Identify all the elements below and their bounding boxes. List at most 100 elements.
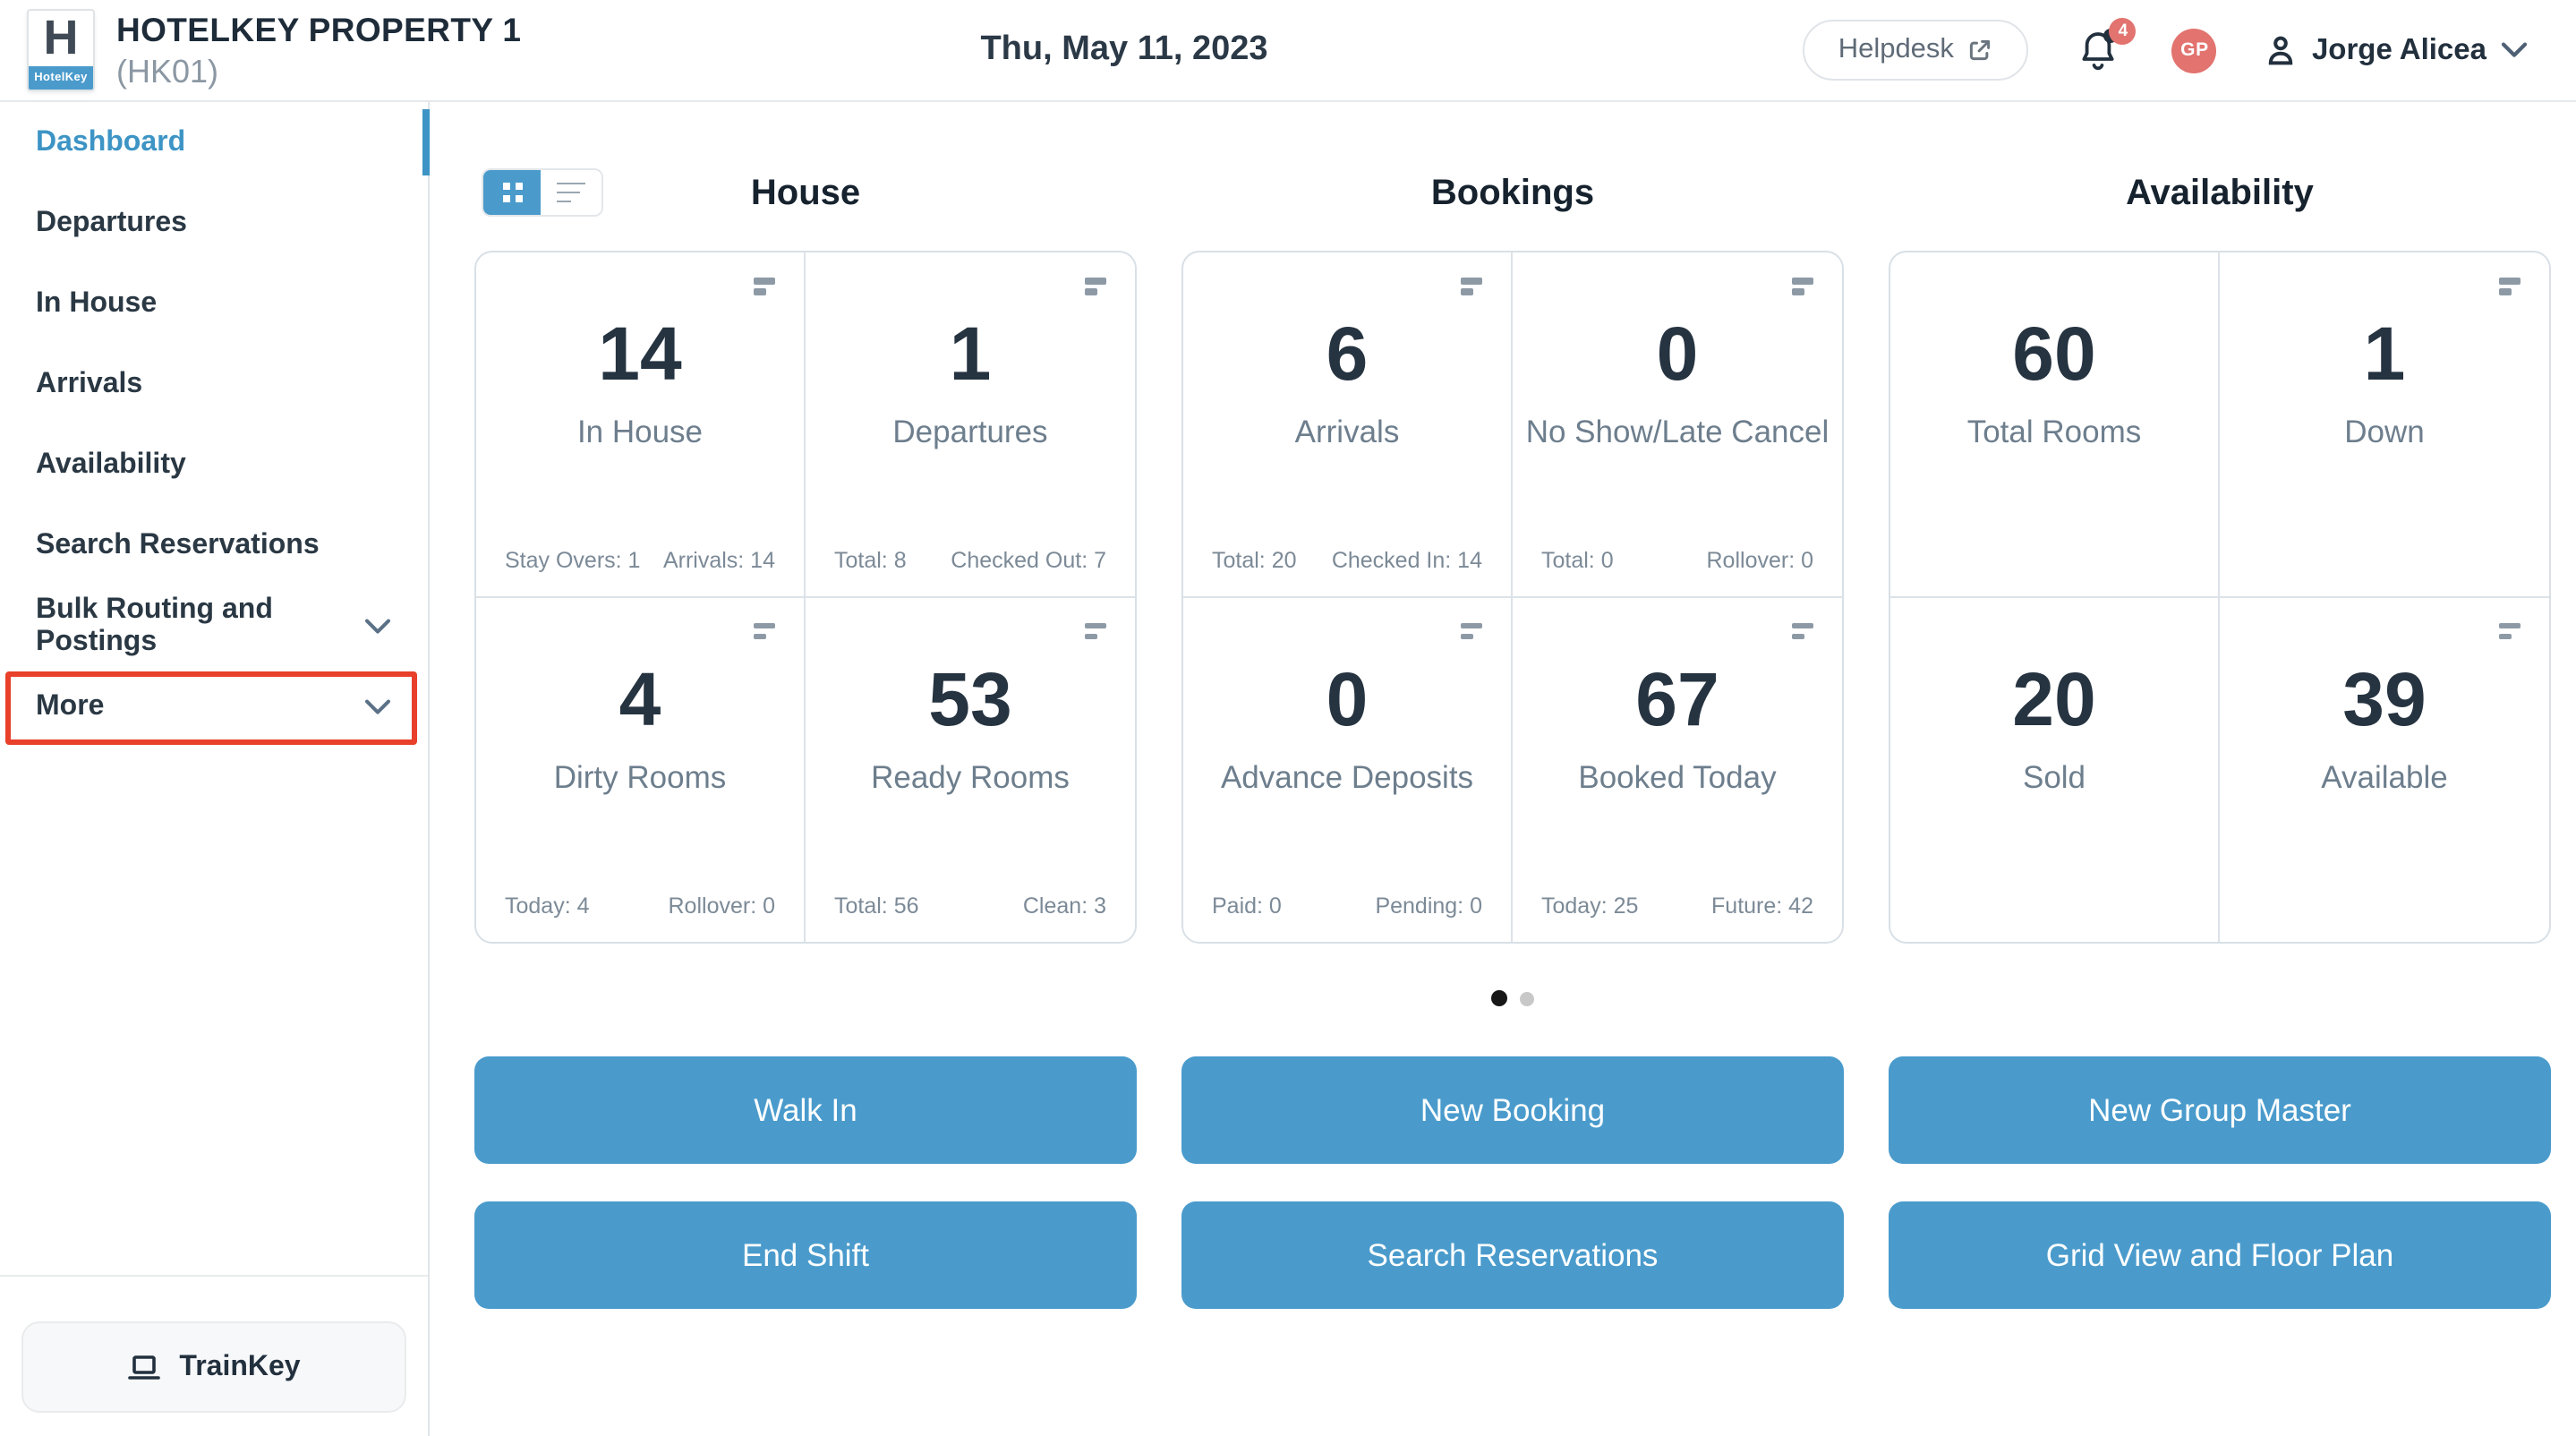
card-menu-icon[interactable] xyxy=(1792,278,1813,295)
stat-label: Advance Deposits xyxy=(1220,758,1474,794)
stat-value: 0 xyxy=(1656,312,1699,396)
sidebar-nav: Dashboard Departures In House Arrivals A… xyxy=(0,102,430,747)
sidebar-item-label: Availability xyxy=(36,449,186,479)
list-view-button[interactable] xyxy=(541,170,601,215)
stat-left: Total: 0 xyxy=(1541,547,1614,572)
sidebar: Dashboard Departures In House Arrivals A… xyxy=(0,102,430,1436)
section-titles: House Bookings Availability xyxy=(474,174,2551,215)
stat-card-booked-today[interactable]: 67 Booked Today Today: 25 Future: 42 xyxy=(1513,597,1842,942)
stat-card-down[interactable]: 1 Down xyxy=(2220,252,2549,597)
card-menu-icon[interactable] xyxy=(1085,278,1106,295)
stat-footer: Paid: 0 Pending: 0 xyxy=(1212,893,1482,919)
sidebar-item-in-house[interactable]: In House xyxy=(0,263,428,344)
grid-view-floor-plan-button[interactable]: Grid View and Floor Plan xyxy=(1889,1201,2551,1309)
dashboard-content: House Bookings Availability 14 In House … xyxy=(430,102,2576,1436)
group-house: 14 In House Stay Overs: 1 Arrivals: 14 1… xyxy=(474,251,1137,944)
walk-in-button[interactable]: Walk In xyxy=(474,1056,1137,1164)
sidebar-footer: TrainKey xyxy=(0,1275,428,1436)
stat-card-available[interactable]: 39 Available xyxy=(2220,597,2549,942)
avatar[interactable]: GP xyxy=(2171,28,2217,73)
stat-card-ready-rooms[interactable]: 53 Ready Rooms Total: 56 Clean: 3 xyxy=(806,597,1135,942)
trainkey-button[interactable]: TrainKey xyxy=(21,1321,406,1413)
stat-footer: Total: 20 Checked In: 14 xyxy=(1212,547,1482,572)
stat-right: Checked Out: 7 xyxy=(951,547,1106,572)
stat-card-dirty-rooms[interactable]: 4 Dirty Rooms Today: 4 Rollover: 0 xyxy=(476,597,806,942)
stat-card-arrivals[interactable]: 6 Arrivals Total: 20 Checked In: 14 xyxy=(1183,252,1513,597)
user-menu[interactable]: Jorge Alicea xyxy=(2265,33,2528,67)
stat-label: Arrivals xyxy=(1294,414,1400,449)
stat-card-total-rooms[interactable]: 60 Total Rooms xyxy=(1890,252,2220,597)
sidebar-item-label: Search Reservations xyxy=(36,529,320,560)
carousel-dot-2[interactable] xyxy=(1520,991,1534,1005)
card-menu-icon[interactable] xyxy=(2499,622,2521,639)
stat-value: 20 xyxy=(2012,656,2096,740)
carousel-dot-1[interactable] xyxy=(1491,990,1507,1006)
card-menu-icon[interactable] xyxy=(754,278,775,295)
stat-card-advance-deposits[interactable]: 0 Advance Deposits Paid: 0 Pending: 0 xyxy=(1183,597,1513,942)
property-code: (HK01) xyxy=(116,53,219,89)
sidebar-item-label: Arrivals xyxy=(36,368,143,398)
stat-right: Rollover: 0 xyxy=(668,893,776,919)
sidebar-item-dashboard[interactable]: Dashboard xyxy=(0,102,430,183)
group-availability: 60 Total Rooms 1 Down 20 Sold 39 Availab… xyxy=(1889,251,2551,944)
stat-footer: Today: 25 Future: 42 xyxy=(1541,893,1813,919)
chevron-down-icon xyxy=(363,617,392,635)
stat-label: Booked Today xyxy=(1578,758,1777,794)
stat-value: 14 xyxy=(598,312,682,396)
current-date: Thu, May 11, 2023 xyxy=(980,30,1268,68)
sidebar-item-availability[interactable]: Availability xyxy=(0,424,428,505)
stat-label: In House xyxy=(576,414,704,449)
laptop-icon xyxy=(127,1353,161,1381)
card-menu-icon[interactable] xyxy=(2499,278,2521,295)
card-menu-icon[interactable] xyxy=(1085,622,1106,639)
stat-footer: Stay Overs: 1 Arrivals: 14 xyxy=(505,547,775,572)
search-reservations-button[interactable]: Search Reservations xyxy=(1181,1201,1844,1309)
brand: H HotelKey HOTELKEY PROPERTY 1 (HK01) xyxy=(0,9,521,91)
helpdesk-label: Helpdesk xyxy=(1838,34,1954,64)
hotelkey-logo: H HotelKey xyxy=(27,9,95,91)
stat-card-sold[interactable]: 20 Sold xyxy=(1890,597,2220,942)
new-group-master-button[interactable]: New Group Master xyxy=(1889,1056,2551,1164)
stat-card-no-show-late-cancel[interactable]: 0 No Show/Late Cancel Total: 0 Rollover:… xyxy=(1513,252,1842,597)
stat-right: Clean: 3 xyxy=(1022,893,1106,919)
view-toggle xyxy=(483,170,601,215)
logo-letter: H xyxy=(43,11,79,64)
stat-label: No Show/Late Cancel xyxy=(1525,414,1830,449)
card-menu-icon[interactable] xyxy=(1461,278,1482,295)
sidebar-item-bulk-routing-and-postings[interactable]: Bulk Routing and Postings xyxy=(0,586,428,666)
grid-icon xyxy=(502,183,522,202)
chevron-down-icon xyxy=(363,697,392,715)
section-title-availability: Availability xyxy=(2126,174,2314,213)
stat-left: Stay Overs: 1 xyxy=(505,547,641,572)
external-link-icon xyxy=(1968,38,1993,63)
grid-view-button[interactable] xyxy=(483,170,541,215)
stat-left: Total: 20 xyxy=(1212,547,1297,572)
card-menu-icon[interactable] xyxy=(1461,622,1482,639)
stat-value: 67 xyxy=(1635,656,1719,740)
card-menu-icon[interactable] xyxy=(1792,622,1813,639)
sidebar-item-label: Bulk Routing and Postings xyxy=(36,594,273,656)
sidebar-item-departures[interactable]: Departures xyxy=(0,183,428,263)
stat-label: Dirty Rooms xyxy=(553,758,727,794)
stat-left: Today: 4 xyxy=(505,893,590,919)
card-menu-icon[interactable] xyxy=(754,622,775,639)
notification-badge: 4 xyxy=(2109,18,2137,45)
helpdesk-button[interactable]: Helpdesk xyxy=(1802,20,2029,81)
sidebar-item-search-reservations[interactable]: Search Reservations xyxy=(0,505,428,586)
stat-right: Arrivals: 14 xyxy=(662,547,775,572)
stat-card-in-house[interactable]: 14 In House Stay Overs: 1 Arrivals: 14 xyxy=(476,252,806,597)
stat-label: Available xyxy=(2321,758,2448,794)
new-booking-button[interactable]: New Booking xyxy=(1181,1056,1844,1164)
sidebar-item-more[interactable]: More xyxy=(0,666,428,747)
stat-card-departures[interactable]: 1 Departures Total: 8 Checked Out: 7 xyxy=(806,252,1135,597)
end-shift-button[interactable]: End Shift xyxy=(474,1201,1137,1309)
stat-value: 4 xyxy=(618,656,661,740)
notifications-button[interactable]: 4 xyxy=(2077,18,2137,73)
stat-value: 1 xyxy=(2363,312,2406,396)
group-bookings: 6 Arrivals Total: 20 Checked In: 14 0 No… xyxy=(1181,251,1844,944)
chevron-down-icon xyxy=(2501,41,2528,59)
sidebar-item-arrivals[interactable]: Arrivals xyxy=(0,344,428,424)
stat-value: 53 xyxy=(928,656,1012,740)
stat-label: Ready Rooms xyxy=(871,758,1070,794)
